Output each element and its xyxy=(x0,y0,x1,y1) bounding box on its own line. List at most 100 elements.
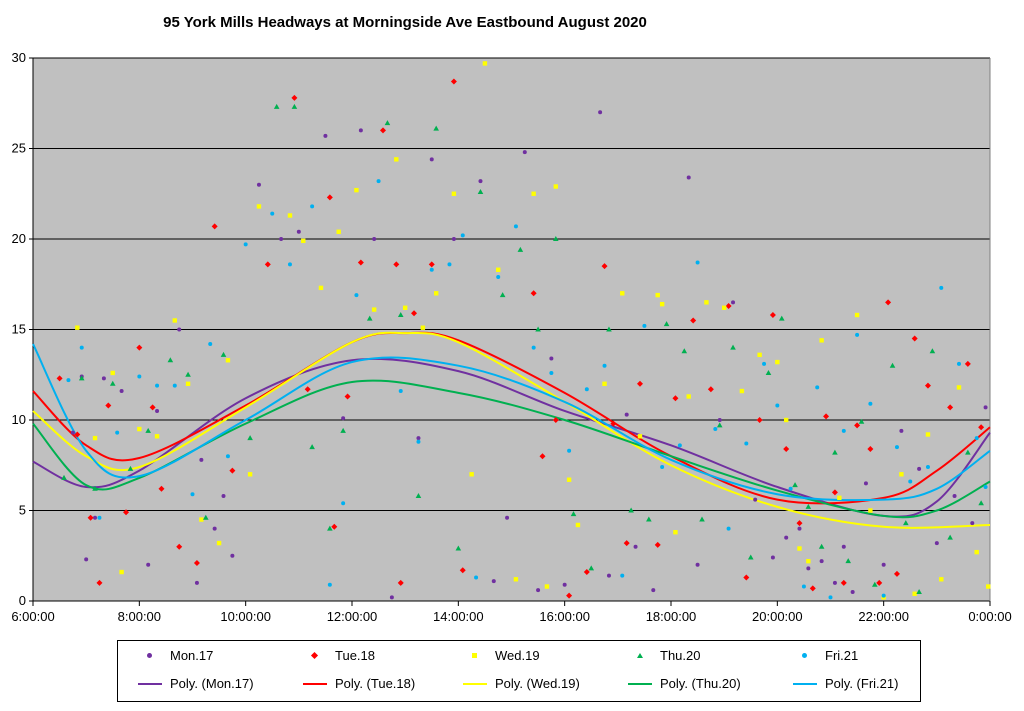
point-mon-17 xyxy=(358,128,363,133)
x-tick-label: 22:00:00 xyxy=(858,609,909,624)
point-tue-18 xyxy=(411,310,418,317)
y-tick-label: 15 xyxy=(12,322,26,337)
point-tue-18 xyxy=(756,417,763,423)
point-wed-19 xyxy=(566,477,572,482)
point-fri-21 xyxy=(908,479,913,484)
point-tue-18 xyxy=(357,259,364,266)
point-fri-21 xyxy=(496,275,501,280)
point-thu-20 xyxy=(730,344,736,350)
point-mon-17 xyxy=(221,494,226,499)
point-wed-19 xyxy=(704,300,709,305)
point-fri-21 xyxy=(788,486,793,491)
point-fri-21 xyxy=(208,341,213,346)
legend-item: Poly. (Wed.19) xyxy=(463,676,580,691)
point-mon-17 xyxy=(797,526,802,531)
chart-title: 95 York Mills Headways at Morningside Av… xyxy=(163,14,647,31)
point-tue-18 xyxy=(539,453,546,460)
point-fri-21 xyxy=(642,323,647,328)
point-thu-20 xyxy=(818,543,825,549)
point-thu-20 xyxy=(903,520,909,526)
point-wed-19 xyxy=(185,381,191,386)
point-wed-19 xyxy=(575,522,581,528)
legend-item: Poly. (Thu.20) xyxy=(628,676,741,691)
point-mon-17 xyxy=(279,237,284,241)
point-thu-20 xyxy=(397,312,404,318)
point-tue-18 xyxy=(654,541,661,548)
point-tue-18 xyxy=(583,569,590,576)
y-tick-label: 5 xyxy=(19,503,26,518)
point-tue-18 xyxy=(193,559,200,566)
point-mon-17 xyxy=(598,110,603,115)
legend-label: Fri.21 xyxy=(825,648,859,663)
legend-symbol xyxy=(463,682,487,685)
point-mon-17 xyxy=(389,595,394,600)
x-tick-label: 12:00:00 xyxy=(327,609,378,624)
legend-marker xyxy=(310,651,319,659)
point-wed-19 xyxy=(837,495,842,501)
point-thu-20 xyxy=(202,514,209,520)
point-wed-19 xyxy=(974,549,979,555)
point-thu-20 xyxy=(765,369,772,375)
point-thu-20 xyxy=(663,321,670,327)
point-thu-20 xyxy=(716,422,723,428)
point-tue-18 xyxy=(87,514,94,521)
point-thu-20 xyxy=(699,516,705,522)
point-wed-19 xyxy=(956,385,962,390)
point-tue-18 xyxy=(56,375,63,382)
x-tick-label: 18:00:00 xyxy=(646,609,697,624)
legend-label: Poly. (Fri.21) xyxy=(825,676,899,691)
point-thu-20 xyxy=(535,326,541,332)
point-mon-17 xyxy=(256,182,261,187)
point-thu-20 xyxy=(309,444,315,450)
point-fri-21 xyxy=(172,383,177,388)
point-tue-18 xyxy=(636,380,643,387)
point-fri-21 xyxy=(416,439,421,444)
point-tue-18 xyxy=(211,223,218,230)
point-wed-19 xyxy=(256,204,262,209)
point-mon-17 xyxy=(952,494,957,499)
point-fri-21 xyxy=(287,262,292,267)
point-fri-21 xyxy=(925,465,930,470)
point-wed-19 xyxy=(939,577,944,582)
point-fri-21 xyxy=(190,492,195,497)
point-thu-20 xyxy=(477,188,484,194)
x-axis-ticks: 6:00:00 8:00:00 10:00:00 12:00:00 14:00:00 16… xyxy=(11,601,1012,624)
point-thu-20 xyxy=(681,348,688,354)
point-mon-17 xyxy=(770,555,775,560)
point-fri-21 xyxy=(868,401,873,406)
point-fri-21 xyxy=(881,593,886,598)
point-wed-19 xyxy=(451,191,457,196)
point-mon-17 xyxy=(155,408,160,413)
point-tue-18 xyxy=(229,467,236,474)
point-tue-18 xyxy=(978,424,985,431)
point-tue-18 xyxy=(885,299,892,306)
y-tick-label: 30 xyxy=(12,50,26,65)
point-mon-17 xyxy=(934,541,939,546)
point-mon-17 xyxy=(536,588,541,593)
point-thu-20 xyxy=(832,449,838,455)
x-tick-label: 6:00:00 xyxy=(11,609,54,624)
point-wed-19 xyxy=(854,312,860,318)
point-mon-17 xyxy=(416,436,421,441)
point-fri-21 xyxy=(429,267,434,272)
point-tue-18 xyxy=(769,312,776,319)
legend-symbol xyxy=(628,652,652,660)
point-wed-19 xyxy=(659,301,665,307)
point-thu-20 xyxy=(792,482,798,488)
point-mon-17 xyxy=(429,157,434,162)
point-wed-19 xyxy=(775,359,780,365)
point-fri-21 xyxy=(894,445,899,450)
point-wed-19 xyxy=(637,434,643,439)
x-tick-label: 10:00:00 xyxy=(220,609,271,624)
point-wed-19 xyxy=(602,381,607,386)
point-mon-17 xyxy=(841,544,846,549)
point-fri-21 xyxy=(744,441,749,446)
legend-symbol xyxy=(303,651,327,660)
legend-item: Thu.20 xyxy=(628,648,700,663)
point-fri-21 xyxy=(695,260,700,265)
point-tue-18 xyxy=(911,335,918,342)
point-wed-19 xyxy=(757,352,762,358)
point-fri-21 xyxy=(115,430,120,435)
point-fri-21 xyxy=(531,345,536,350)
point-tue-18 xyxy=(725,302,732,309)
